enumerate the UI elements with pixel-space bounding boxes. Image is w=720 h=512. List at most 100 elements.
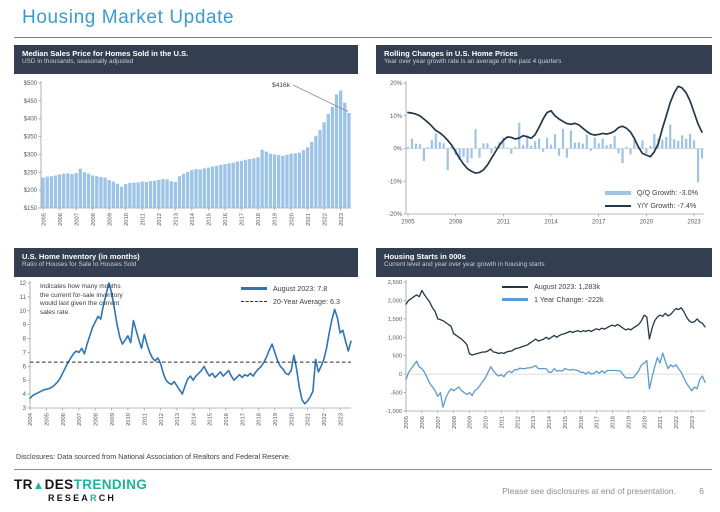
- svg-text:2005: 2005: [45, 413, 51, 426]
- panel-subtitle: Ratio of Houses for Sale to Houses Sold: [22, 261, 137, 269]
- panel-inventory: U.S. Home Inventory (in months) Ratio of…: [14, 248, 358, 440]
- svg-text:10: 10: [19, 309, 26, 315]
- panel-median-price: Median Sales Price for Homes Sold in the…: [14, 45, 358, 236]
- svg-text:2012: 2012: [159, 413, 165, 426]
- svg-text:2011: 2011: [499, 416, 505, 428]
- svg-text:2017: 2017: [240, 413, 246, 426]
- svg-text:2023: 2023: [687, 220, 701, 226]
- qq-growth-bar-swatch: [604, 190, 631, 195]
- svg-text:2007: 2007: [74, 213, 80, 226]
- svg-text:6: 6: [23, 364, 27, 370]
- svg-text:2015: 2015: [207, 213, 213, 226]
- svg-text:2022: 2022: [322, 213, 328, 226]
- svg-text:2018: 2018: [257, 413, 263, 426]
- legend-row: Q/Q Growth: -3.0%: [604, 188, 698, 197]
- average-label: 20-Year Average: 6.3: [272, 297, 340, 306]
- svg-text:10%: 10%: [390, 114, 403, 120]
- svg-text:2015: 2015: [208, 413, 214, 426]
- panel-title: Housing Starts in 000s: [384, 252, 466, 261]
- svg-text:2,000: 2,000: [388, 298, 402, 304]
- rolling-changes-legend: Q/Q Growth: -3.0% Y/Y Growth: -7.4%: [604, 188, 698, 214]
- disclosure-text: Disclosures: Data sourced from National …: [16, 452, 291, 461]
- svg-text:2005: 2005: [41, 213, 47, 226]
- panel-subtitle: USD in thousands, seasonally adjusted: [22, 58, 134, 66]
- footer-divider: [14, 469, 712, 470]
- svg-text:2013: 2013: [175, 413, 181, 426]
- logo-wordmark: TR▲DESTRENDING: [14, 478, 147, 493]
- svg-text:2008: 2008: [449, 220, 463, 226]
- svg-text:11: 11: [20, 295, 27, 301]
- svg-text:2008: 2008: [452, 416, 458, 429]
- svg-text:2005: 2005: [401, 220, 415, 226]
- svg-text:2020: 2020: [642, 416, 648, 429]
- starts-level-line-swatch: [502, 285, 528, 288]
- rolling-changes-chart: 20% 10% 0% -10% -20% 2005 2008 2011 2014 2017 2020…: [388, 81, 704, 226]
- svg-text:2012: 2012: [157, 213, 163, 226]
- panel-title: Median Sales Price for Homes Sold in the…: [22, 49, 189, 58]
- svg-text:$250: $250: [24, 170, 38, 176]
- one-year-change-label: 1 Year Change: -222k: [534, 295, 604, 304]
- housing-starts-legend: August 2023: 1,283k 1 Year Change: -222k: [502, 282, 604, 308]
- svg-text:2018: 2018: [611, 416, 617, 429]
- inventory-current-label: August 2023: 7.8: [272, 284, 328, 293]
- svg-text:2006: 2006: [61, 413, 67, 426]
- yy-growth-line-swatch: [604, 204, 631, 207]
- svg-text:7: 7: [23, 350, 27, 356]
- panel-rolling-changes-header: Rolling Changes in U.S. Home Prices Year…: [376, 45, 712, 74]
- inventory-legend: August 2023: 7.8 20-Year Average: 6.3: [240, 284, 340, 310]
- svg-text:2022: 2022: [322, 413, 328, 426]
- svg-text:2020: 2020: [640, 220, 654, 226]
- svg-text:2016: 2016: [224, 413, 230, 426]
- svg-text:1,000: 1,000: [388, 335, 402, 341]
- svg-text:2019: 2019: [273, 213, 279, 226]
- panel-median-price-header: Median Sales Price for Homes Sold in the…: [14, 45, 358, 74]
- svg-text:2006: 2006: [420, 416, 426, 429]
- svg-text:2014: 2014: [191, 412, 197, 426]
- svg-text:2012: 2012: [515, 416, 521, 429]
- svg-text:$416k: $416k: [272, 82, 291, 89]
- svg-text:9: 9: [23, 323, 27, 329]
- panel-housing-starts-header: Housing Starts in 000s Current level and…: [376, 248, 712, 277]
- svg-text:2006: 2006: [58, 213, 64, 226]
- yy-growth-label: Y/Y Growth: -7.4%: [636, 201, 697, 210]
- svg-text:2021: 2021: [306, 413, 312, 426]
- svg-text:2004: 2004: [28, 412, 34, 426]
- svg-text:2017: 2017: [592, 220, 606, 226]
- svg-text:2010: 2010: [124, 213, 130, 226]
- one-year-change-line-swatch: [502, 298, 528, 301]
- svg-text:2017: 2017: [240, 213, 246, 226]
- svg-text:0: 0: [399, 372, 402, 378]
- legend-row: August 2023: 7.8: [240, 284, 340, 293]
- svg-text:2010: 2010: [126, 413, 132, 426]
- svg-text:$300: $300: [24, 152, 38, 158]
- inventory-note: Indicates how many months the current fo…: [40, 283, 123, 316]
- svg-text:2009: 2009: [468, 416, 474, 429]
- svg-text:2023: 2023: [690, 416, 696, 429]
- svg-text:-500: -500: [391, 391, 402, 397]
- svg-text:2011: 2011: [497, 220, 511, 226]
- logo-text: RESEA: [48, 492, 91, 503]
- panel-rolling-changes: Rolling Changes in U.S. Home Prices Year…: [376, 45, 712, 236]
- legend-row: Y/Y Growth: -7.4%: [604, 201, 698, 210]
- svg-text:2018: 2018: [256, 213, 262, 226]
- logo-text: DES: [44, 477, 74, 492]
- panel-title: U.S. Home Inventory (in months): [22, 252, 140, 261]
- logo-text-accent: R: [90, 492, 99, 503]
- svg-text:20%: 20%: [390, 81, 403, 87]
- svg-text:2020: 2020: [289, 413, 295, 426]
- svg-text:0%: 0%: [393, 147, 402, 153]
- svg-text:2014: 2014: [544, 220, 558, 226]
- svg-text:2023: 2023: [339, 213, 345, 226]
- svg-text:500: 500: [393, 354, 403, 360]
- company-logo: TR▲DESTRENDING RESEARCH: [14, 478, 147, 503]
- legend-row: 1 Year Change: -222k: [502, 295, 604, 304]
- svg-text:2015: 2015: [563, 416, 569, 429]
- svg-text:2022: 2022: [674, 416, 680, 429]
- svg-text:2,500: 2,500: [388, 280, 402, 286]
- svg-text:2008: 2008: [91, 213, 97, 226]
- logo-text: CH: [98, 492, 117, 503]
